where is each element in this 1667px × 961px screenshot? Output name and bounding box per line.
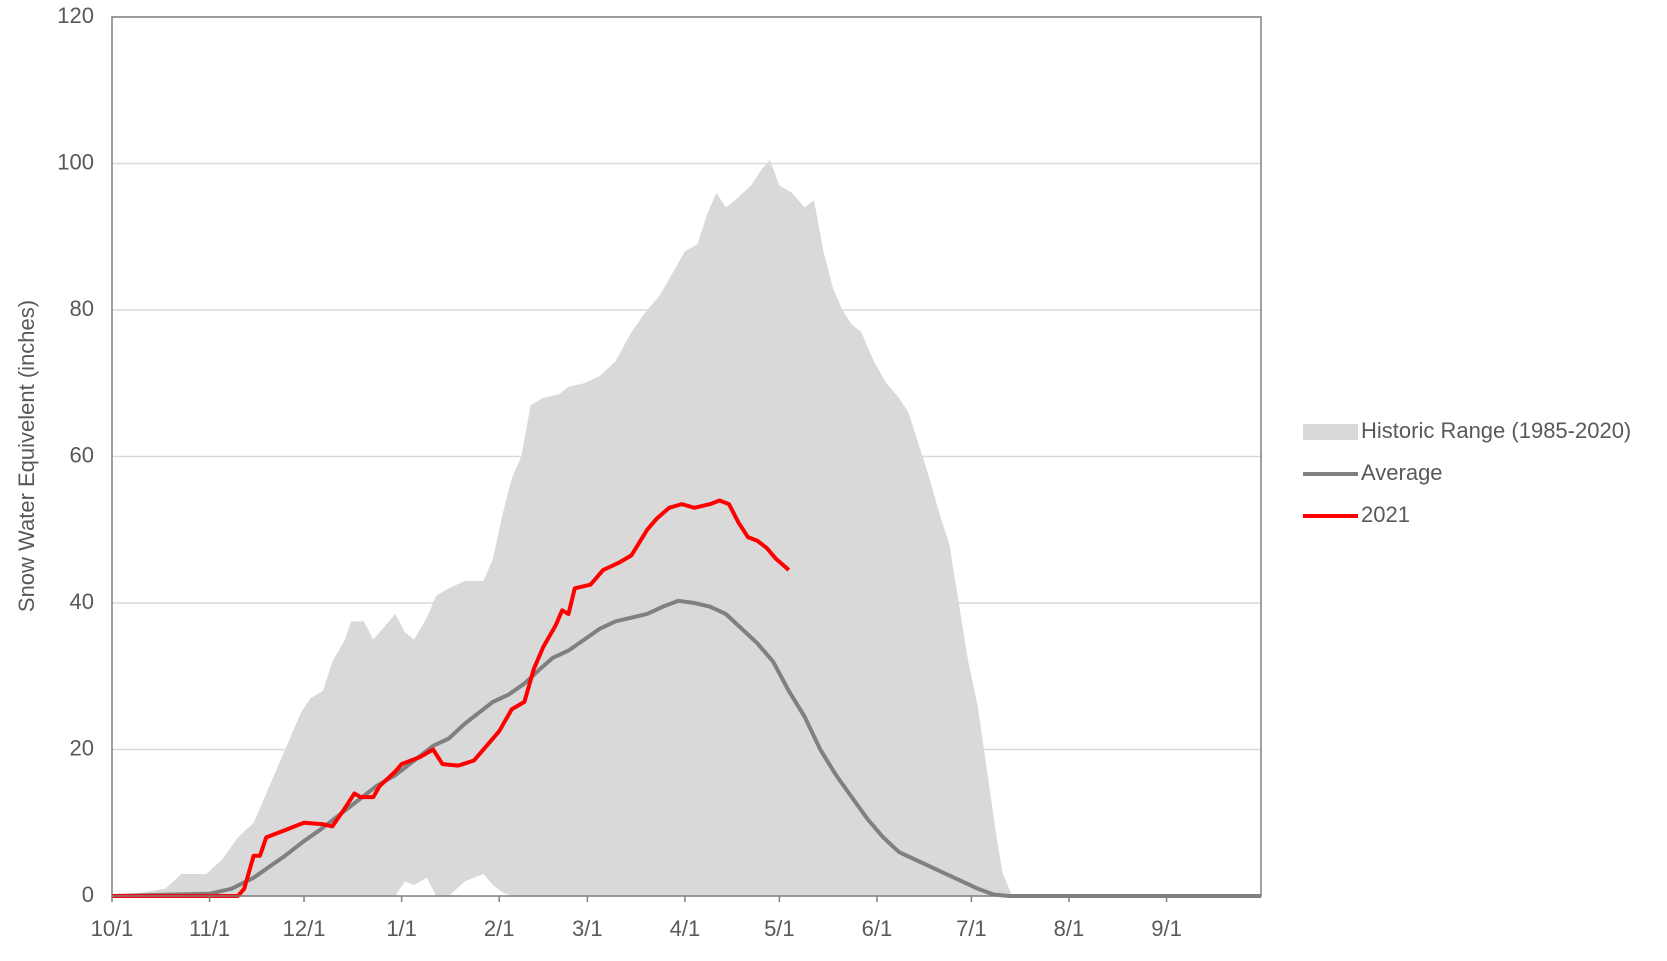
- series-line: [112, 498, 791, 898]
- plot-frame: [111, 16, 1262, 897]
- range-lower: [112, 874, 1261, 896]
- y-tick-label: 40: [70, 589, 94, 614]
- legend-label: 2021: [1361, 502, 1410, 527]
- x-tick-label: 2/1: [484, 916, 515, 941]
- x-tick-label: 9/1: [1151, 916, 1182, 941]
- legend-label: Average: [1361, 460, 1443, 485]
- y-tick-label: 20: [70, 735, 94, 760]
- y-axis-label: Snow Water Equivelent (inches): [14, 300, 39, 612]
- x-tick-label: 7/1: [956, 916, 987, 941]
- x-tick-label: 3/1: [572, 916, 603, 941]
- series-line: [111, 598, 1261, 898]
- y-tick-label: 0: [82, 882, 94, 907]
- y-tick-label: 60: [70, 442, 94, 467]
- x-tick-label: 10/1: [91, 916, 134, 941]
- y-tick-label: 120: [57, 3, 94, 28]
- x-tick-label: 5/1: [764, 916, 795, 941]
- x-tick-label: 6/1: [862, 916, 893, 941]
- range-area: [112, 159, 1261, 896]
- x-tick-label: 12/1: [283, 916, 326, 941]
- x-tick-label: 4/1: [670, 916, 701, 941]
- x-tick-label: 8/1: [1054, 916, 1085, 941]
- y-tick-label: 80: [70, 296, 94, 321]
- y-tick-label: 100: [57, 149, 94, 174]
- x-tick-label: 11/1: [189, 916, 230, 941]
- legend-label: Historic Range (1985-2020): [1361, 418, 1631, 443]
- x-tick-label: 1/1: [386, 916, 417, 941]
- legend-swatch: [1303, 424, 1358, 440]
